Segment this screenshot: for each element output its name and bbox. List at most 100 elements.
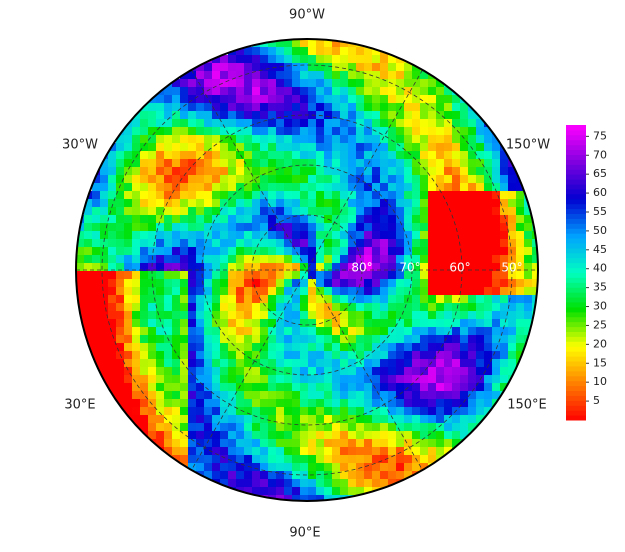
field-cell bbox=[516, 159, 525, 168]
field-cell bbox=[372, 415, 381, 424]
field-cell bbox=[268, 207, 277, 216]
field-cell bbox=[228, 79, 237, 88]
field-cell bbox=[244, 63, 253, 72]
field-cell bbox=[100, 231, 109, 240]
field-cell bbox=[428, 391, 437, 400]
field-cell bbox=[292, 111, 301, 120]
field-cell bbox=[276, 399, 285, 408]
field-cell bbox=[332, 319, 341, 328]
field-cell bbox=[348, 231, 357, 240]
field-cell bbox=[428, 471, 437, 480]
field-cell bbox=[476, 215, 485, 224]
field-cell bbox=[172, 367, 181, 376]
field-cell bbox=[356, 239, 365, 248]
field-cell bbox=[412, 391, 421, 400]
field-cell bbox=[228, 391, 237, 400]
field-cell bbox=[300, 495, 309, 501]
field-cell bbox=[516, 335, 525, 344]
field-cell bbox=[468, 167, 477, 176]
field-cell bbox=[188, 255, 197, 264]
field-cell bbox=[84, 287, 93, 296]
field-cell bbox=[140, 399, 149, 408]
field-cell bbox=[164, 311, 173, 320]
field-cell bbox=[124, 263, 133, 272]
field-cell bbox=[228, 271, 237, 280]
field-cell bbox=[220, 95, 229, 104]
field-cell bbox=[204, 191, 213, 200]
field-cell bbox=[212, 303, 221, 312]
field-cell bbox=[308, 127, 317, 136]
field-cell bbox=[156, 423, 165, 432]
field-cell bbox=[356, 455, 365, 464]
field-cell bbox=[220, 223, 229, 232]
field-cell bbox=[132, 255, 141, 264]
field-cell bbox=[412, 431, 421, 440]
field-cell bbox=[372, 191, 381, 200]
field-cell bbox=[260, 327, 269, 336]
colorbar-segment bbox=[566, 144, 586, 151]
field-cell bbox=[476, 295, 485, 304]
field-cell bbox=[292, 103, 301, 112]
field-cell bbox=[452, 175, 461, 184]
field-cell bbox=[484, 311, 493, 320]
field-cell bbox=[292, 191, 301, 200]
field-cell bbox=[508, 303, 517, 312]
field-cell bbox=[196, 263, 205, 272]
field-cell bbox=[244, 479, 253, 488]
field-cell bbox=[92, 247, 101, 256]
field-cell bbox=[108, 223, 117, 232]
field-cell bbox=[140, 303, 149, 312]
field-cell bbox=[460, 423, 469, 432]
field-cell bbox=[412, 367, 421, 376]
field-cell bbox=[268, 439, 277, 448]
field-cell bbox=[100, 239, 109, 248]
field-cell bbox=[308, 383, 317, 392]
field-cell bbox=[428, 343, 437, 352]
field-cell bbox=[380, 63, 389, 72]
field-cell bbox=[308, 119, 317, 128]
field-cell bbox=[340, 47, 349, 56]
field-cell bbox=[188, 191, 197, 200]
field-cell bbox=[332, 55, 341, 64]
field-cell bbox=[292, 423, 301, 432]
field-cell bbox=[116, 319, 125, 328]
field-cell bbox=[260, 207, 269, 216]
field-cell bbox=[212, 399, 221, 408]
field-cell bbox=[276, 191, 285, 200]
field-cell bbox=[428, 287, 437, 296]
field-cell bbox=[116, 215, 125, 224]
field-cell bbox=[308, 215, 317, 224]
field-cell bbox=[340, 447, 349, 456]
field-cell bbox=[356, 263, 365, 272]
field-cell bbox=[452, 367, 461, 376]
field-cell bbox=[260, 63, 269, 72]
field-cell bbox=[180, 415, 189, 424]
field-cell bbox=[228, 143, 237, 152]
field-cell bbox=[252, 103, 261, 112]
field-cell bbox=[516, 367, 525, 376]
field-cell bbox=[484, 335, 493, 344]
field-cell bbox=[300, 207, 309, 216]
field-cell bbox=[340, 375, 349, 384]
field-cell bbox=[252, 407, 261, 416]
field-cell bbox=[404, 255, 413, 264]
field-cell bbox=[388, 183, 397, 192]
field-cell bbox=[196, 335, 205, 344]
field-cell bbox=[516, 239, 525, 248]
field-cell bbox=[452, 335, 461, 344]
field-cell bbox=[388, 127, 397, 136]
field-cell bbox=[308, 279, 317, 288]
field-cell bbox=[244, 271, 253, 280]
field-cell bbox=[252, 439, 261, 448]
field-cell bbox=[212, 343, 221, 352]
field-cell bbox=[132, 175, 141, 184]
field-cell bbox=[268, 199, 277, 208]
field-cell bbox=[452, 191, 461, 200]
field-cell bbox=[284, 151, 293, 160]
field-cell bbox=[156, 271, 165, 280]
field-cell bbox=[532, 199, 538, 208]
field-cell bbox=[252, 399, 261, 408]
field-cell bbox=[460, 191, 469, 200]
field-cell bbox=[156, 175, 165, 184]
field-cell bbox=[276, 287, 285, 296]
